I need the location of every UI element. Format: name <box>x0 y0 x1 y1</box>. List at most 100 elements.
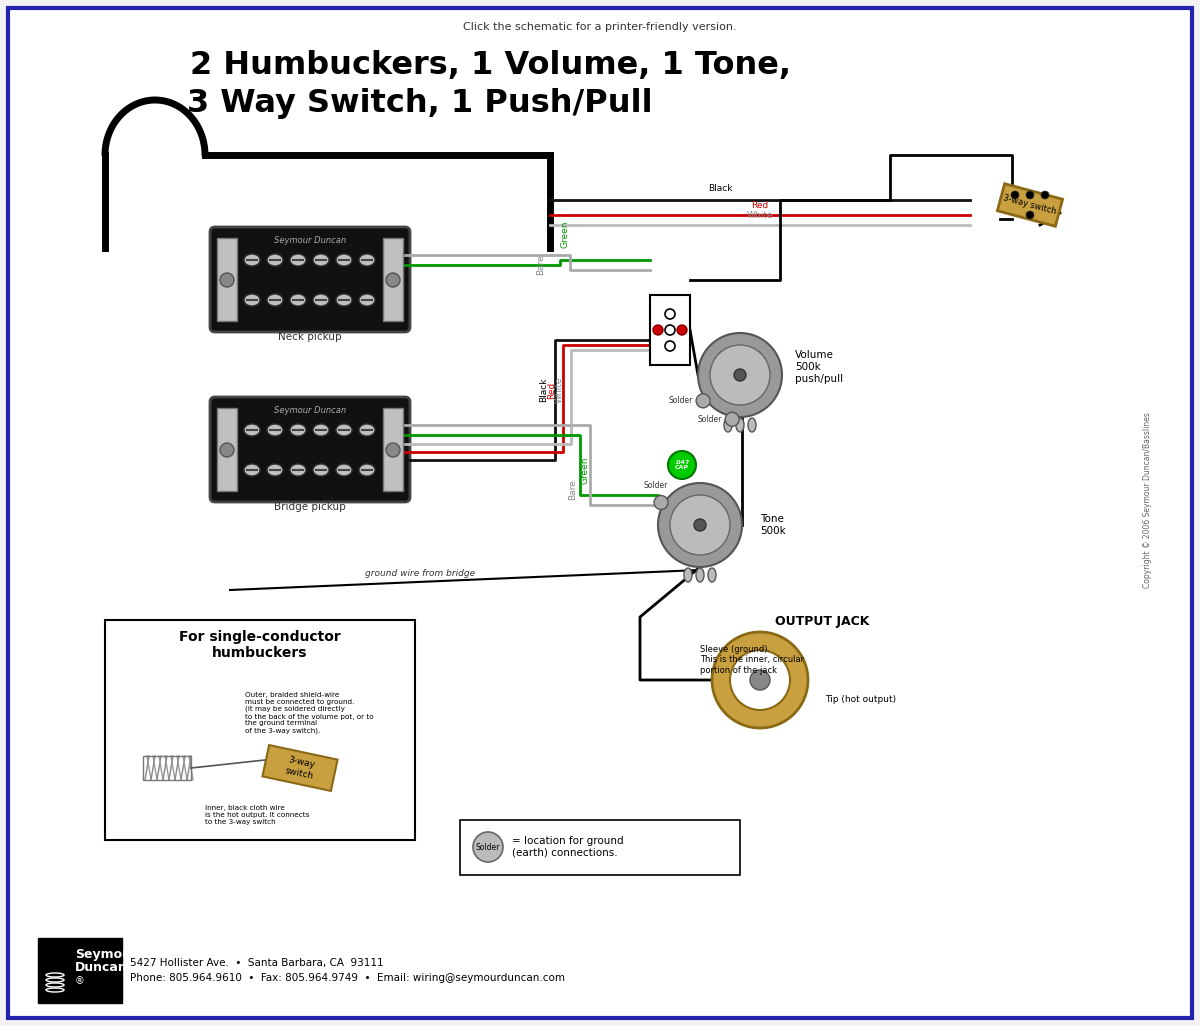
Text: Copyright © 2006 Seymour Duncan/Basslines: Copyright © 2006 Seymour Duncan/Bassline… <box>1144 412 1152 588</box>
Text: Solder: Solder <box>668 396 694 405</box>
Circle shape <box>665 309 674 319</box>
Text: For single-conductor
humbuckers: For single-conductor humbuckers <box>179 630 341 660</box>
Circle shape <box>750 670 770 690</box>
Ellipse shape <box>290 464 306 476</box>
Circle shape <box>654 496 668 510</box>
Polygon shape <box>263 745 337 791</box>
Circle shape <box>1042 191 1049 199</box>
Circle shape <box>473 832 503 862</box>
Circle shape <box>670 495 730 555</box>
FancyBboxPatch shape <box>210 397 410 502</box>
Ellipse shape <box>266 424 283 436</box>
Circle shape <box>220 443 234 457</box>
Circle shape <box>386 443 400 457</box>
Text: Green: Green <box>580 457 589 483</box>
Bar <box>460 820 740 875</box>
Text: Click the schematic for a printer-friendly version.: Click the schematic for a printer-friend… <box>463 22 737 32</box>
Ellipse shape <box>313 424 329 436</box>
Bar <box>383 408 403 491</box>
Text: 5427 Hollister Ave.  •  Santa Barbara, CA  93111: 5427 Hollister Ave. • Santa Barbara, CA … <box>130 958 384 968</box>
Ellipse shape <box>244 254 260 266</box>
Circle shape <box>668 451 696 479</box>
Text: Duncan: Duncan <box>74 961 127 974</box>
Bar <box>383 238 403 321</box>
Circle shape <box>712 632 808 728</box>
Ellipse shape <box>266 464 283 476</box>
Ellipse shape <box>724 418 732 432</box>
Text: Solder: Solder <box>698 415 722 424</box>
Circle shape <box>1010 191 1019 199</box>
Ellipse shape <box>336 424 352 436</box>
Circle shape <box>386 273 400 287</box>
Circle shape <box>710 345 770 405</box>
Text: Bare: Bare <box>568 479 577 501</box>
Ellipse shape <box>290 424 306 436</box>
Circle shape <box>696 394 710 407</box>
Circle shape <box>725 412 739 427</box>
Ellipse shape <box>266 254 283 266</box>
Circle shape <box>694 519 706 531</box>
Text: Tip (hot output): Tip (hot output) <box>826 696 896 705</box>
Text: Tone
500k: Tone 500k <box>760 514 786 536</box>
Bar <box>217 238 238 321</box>
Text: Black: Black <box>539 378 548 402</box>
Ellipse shape <box>266 294 283 306</box>
Text: Solder: Solder <box>476 842 500 852</box>
Ellipse shape <box>708 568 716 582</box>
Ellipse shape <box>748 418 756 432</box>
Ellipse shape <box>336 464 352 476</box>
Ellipse shape <box>313 464 329 476</box>
Bar <box>38 938 122 1003</box>
Circle shape <box>665 325 674 336</box>
Circle shape <box>658 483 742 567</box>
Text: Seymour: Seymour <box>74 948 137 961</box>
Text: Solder: Solder <box>644 481 668 490</box>
Text: Seymour Duncan: Seymour Duncan <box>274 236 346 245</box>
Text: Phone: 805.964.9610  •  Fax: 805.964.9749  •  Email: wiring@seymourduncan.com: Phone: 805.964.9610 • Fax: 805.964.9749 … <box>130 973 565 983</box>
Text: Bare: Bare <box>536 254 545 275</box>
Circle shape <box>665 341 674 351</box>
Circle shape <box>698 333 782 417</box>
FancyBboxPatch shape <box>210 227 410 332</box>
Circle shape <box>653 325 662 336</box>
Bar <box>106 620 415 840</box>
Text: Sleeve (ground).
This is the inner, circular
portion of the jack: Sleeve (ground). This is the inner, circ… <box>700 645 804 675</box>
Text: ®: ® <box>74 976 85 986</box>
Text: OUTPUT JACK: OUTPUT JACK <box>775 615 869 628</box>
Text: Outer, braided shield-wire
must be connected to ground.
(it may be soldered dire: Outer, braided shield-wire must be conne… <box>245 692 373 734</box>
Text: Bridge pickup: Bridge pickup <box>274 502 346 512</box>
Ellipse shape <box>336 254 352 266</box>
Text: Volume
500k
push/pull: Volume 500k push/pull <box>796 351 844 384</box>
Text: Red: Red <box>751 201 769 210</box>
Text: .047
CAP: .047 CAP <box>674 460 690 470</box>
Text: 3-way
switch: 3-way switch <box>284 755 316 781</box>
Ellipse shape <box>736 418 744 432</box>
Ellipse shape <box>684 568 692 582</box>
Circle shape <box>1026 191 1034 199</box>
Ellipse shape <box>313 294 329 306</box>
Text: ground wire from bridge: ground wire from bridge <box>365 569 475 578</box>
Ellipse shape <box>696 568 704 582</box>
Polygon shape <box>997 184 1063 227</box>
Text: Seymour Duncan: Seymour Duncan <box>274 406 346 415</box>
Bar <box>217 408 238 491</box>
Text: Green: Green <box>560 221 569 248</box>
Circle shape <box>677 325 686 336</box>
Text: 3 Way Switch, 1 Push/Pull: 3 Way Switch, 1 Push/Pull <box>187 88 653 119</box>
Circle shape <box>734 369 746 381</box>
Text: White: White <box>746 211 773 220</box>
Ellipse shape <box>336 294 352 306</box>
Circle shape <box>220 273 234 287</box>
Bar <box>650 295 690 365</box>
Ellipse shape <box>359 424 374 436</box>
Circle shape <box>730 650 790 710</box>
Text: White: White <box>554 377 564 403</box>
Bar <box>143 756 191 780</box>
Ellipse shape <box>359 294 374 306</box>
Text: Red: Red <box>547 382 556 399</box>
Text: Black: Black <box>708 184 732 193</box>
Circle shape <box>1026 211 1034 219</box>
Ellipse shape <box>290 254 306 266</box>
Text: Neck pickup: Neck pickup <box>278 332 342 342</box>
Ellipse shape <box>244 424 260 436</box>
